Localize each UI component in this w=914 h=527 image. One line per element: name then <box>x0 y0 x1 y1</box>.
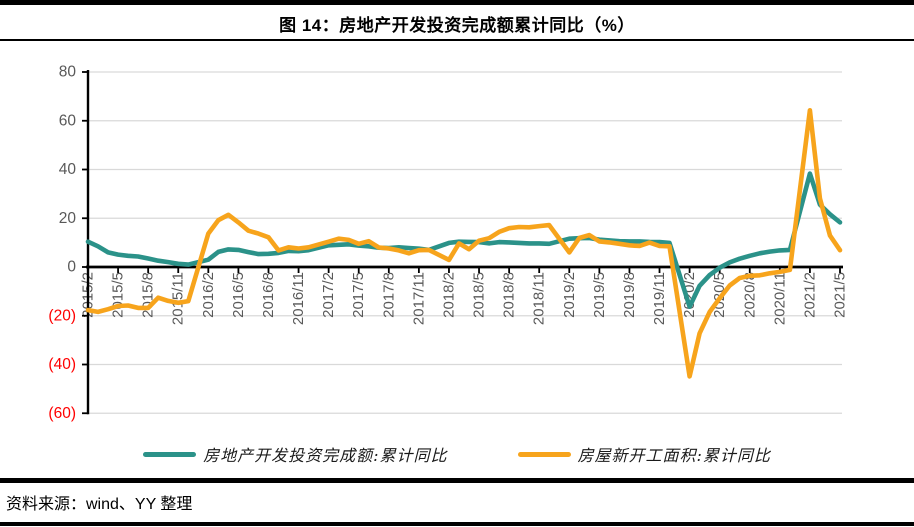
legend-item-investment: 房地产开发投资完成额:累计同比 <box>143 442 447 466</box>
x-tick-label: 2016/8 <box>260 272 277 318</box>
x-tick-label: 2019/2 <box>561 272 578 318</box>
legend: 房地产开发投资完成额:累计同比 房屋新开工面积:累计同比 <box>0 442 914 466</box>
y-tick-label: 40 <box>59 161 77 178</box>
x-tick-label: 2016/5 <box>230 272 247 318</box>
legend-swatch-newstarts <box>517 451 571 457</box>
y-tick-label: 80 <box>59 64 77 81</box>
x-tick-label: 2020/11 <box>771 272 788 325</box>
legend-label-investment: 房地产开发投资完成额:累计同比 <box>203 446 448 465</box>
x-tick-label: 2021/2 <box>801 272 818 318</box>
x-tick-label: 2020/2 <box>681 272 698 318</box>
x-tick-label: 2021/5 <box>832 272 849 318</box>
line-chart: 2015/22015/52015/82015/112016/22016/5201… <box>48 64 849 422</box>
x-tick-label: 2016/2 <box>200 272 217 318</box>
series-line-1 <box>85 107 843 379</box>
legend-item-newstarts: 房屋新开工面积:累计同比 <box>517 442 771 466</box>
x-tick-label: 2019/11 <box>651 272 668 325</box>
x-tick-label: 2018/11 <box>531 272 548 325</box>
x-tick-label: 2017/8 <box>380 272 397 318</box>
x-tick-label: 2019/8 <box>621 272 638 318</box>
chart-title: 图 14：房地产开发投资完成额累计同比（%） <box>279 16 635 35</box>
source-note: 资料来源：wind、YY 整理 <box>6 496 193 513</box>
x-tick-label: 2015/8 <box>140 272 157 318</box>
x-tick-label: 2018/8 <box>501 272 518 318</box>
x-tick-label: 2018/5 <box>471 272 488 318</box>
x-tick-label: 2019/5 <box>591 272 608 318</box>
y-tick-label: (60) <box>48 405 76 422</box>
x-tick-label: 2015/5 <box>110 272 127 318</box>
x-tick-label: 2016/11 <box>290 272 307 325</box>
top-rule <box>0 0 914 5</box>
source-top-rule <box>0 478 914 483</box>
x-tick-label: 2018/2 <box>440 272 457 318</box>
x-tick-label: 2020/8 <box>741 272 758 318</box>
x-tick-label: 2015/11 <box>170 272 187 325</box>
y-tick-label: (20) <box>48 307 76 324</box>
x-tick-label: 2017/5 <box>350 272 367 318</box>
series-line-0 <box>85 171 843 310</box>
bottom-rule <box>0 522 914 526</box>
y-tick-label: 0 <box>67 259 76 276</box>
legend-label-newstarts: 房屋新开工面积:累计同比 <box>577 446 771 465</box>
legend-swatch-investment <box>143 451 197 457</box>
title-underline-rule <box>0 39 914 41</box>
y-tick-label: 20 <box>59 210 77 227</box>
x-tick-label: 2017/11 <box>410 272 427 325</box>
y-tick-label: 60 <box>59 112 77 129</box>
y-tick-label: (40) <box>48 356 76 373</box>
x-tick-label: 2017/2 <box>320 272 337 318</box>
